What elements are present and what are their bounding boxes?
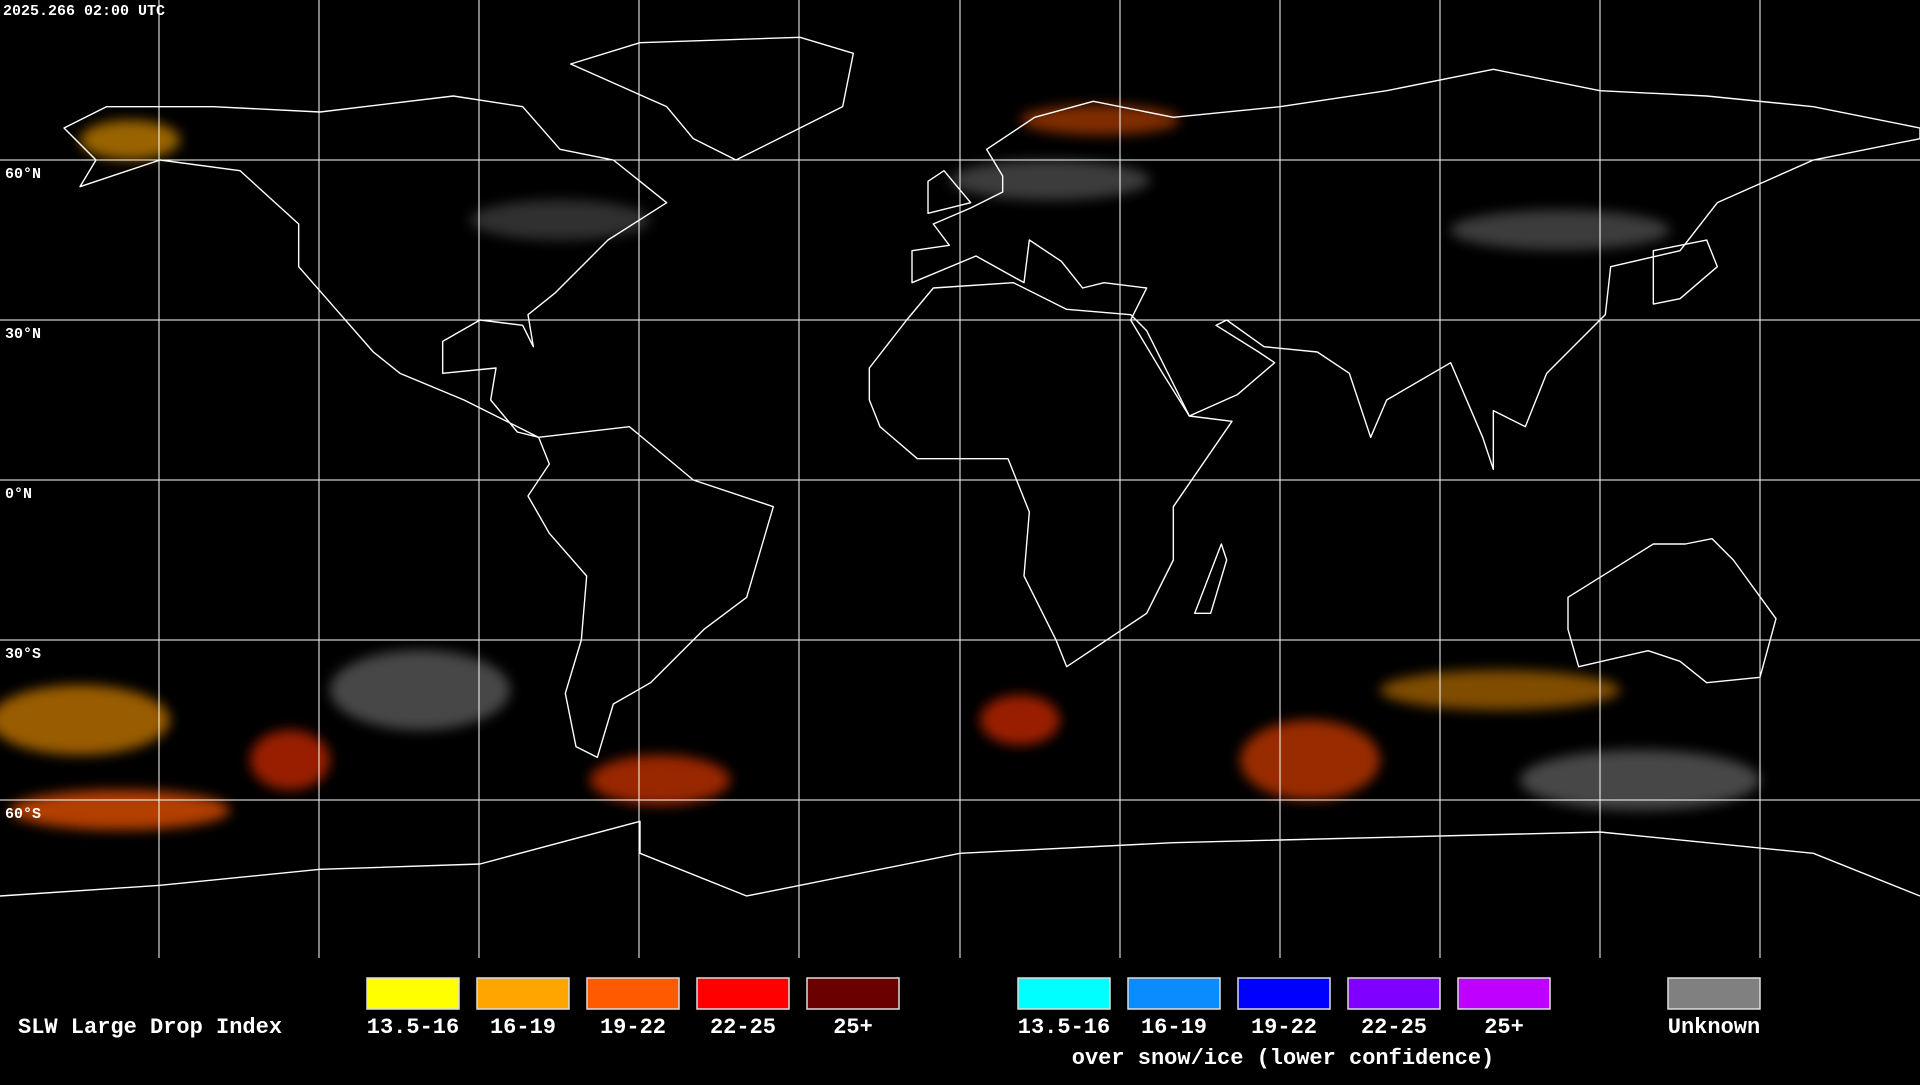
legend-swatch [1017, 977, 1111, 1010]
legend-label: 22-25 [710, 1015, 776, 1040]
legend-swatch [806, 977, 900, 1010]
legend-label: 25+ [833, 1015, 873, 1040]
latitude-label: 60°S [5, 806, 41, 823]
legend-label: 22-25 [1361, 1015, 1427, 1040]
graticule: 60°N 30°N 0°N 30°S 60°S [0, 0, 1920, 958]
legend-label: 16-19 [1141, 1015, 1207, 1040]
legend-swatch [586, 977, 680, 1010]
legend-swatch [1237, 977, 1331, 1010]
legend-label: Unknown [1668, 1015, 1760, 1040]
legend-swatch [1667, 977, 1761, 1010]
legend-swatch [1127, 977, 1221, 1010]
legend-label: 19-22 [600, 1015, 666, 1040]
legend-swatch [476, 977, 570, 1010]
legend-swatch [1347, 977, 1441, 1010]
latitude-label: 0°N [5, 486, 32, 503]
legend-title: SLW Large Drop Index [18, 1015, 282, 1040]
legend-swatch [366, 977, 460, 1010]
latitude-label: 30°N [5, 326, 41, 343]
legend: 13.5-16 16-19 19-22 22-25 25+ 13.5-16 16-19 19-… [366, 977, 1761, 1040]
legend-swatch [1457, 977, 1551, 1010]
snow-ice-note: over snow/ice (lower confidence) [1072, 1046, 1494, 1071]
legend-label: 19-22 [1251, 1015, 1317, 1040]
legend-label: 13.5-16 [367, 1015, 459, 1040]
legend-label: 13.5-16 [1018, 1015, 1110, 1040]
timestamp: 2025.266 02:00 UTC [3, 3, 165, 20]
legend-swatch [696, 977, 790, 1010]
imagery [0, 105, 1760, 830]
latitude-label: 60°N [5, 166, 41, 183]
legend-label: 16-19 [490, 1015, 556, 1040]
legend-panel [0, 960, 1920, 1080]
legend-label: 25+ [1484, 1015, 1524, 1040]
latitude-label: 30°S [5, 646, 41, 663]
